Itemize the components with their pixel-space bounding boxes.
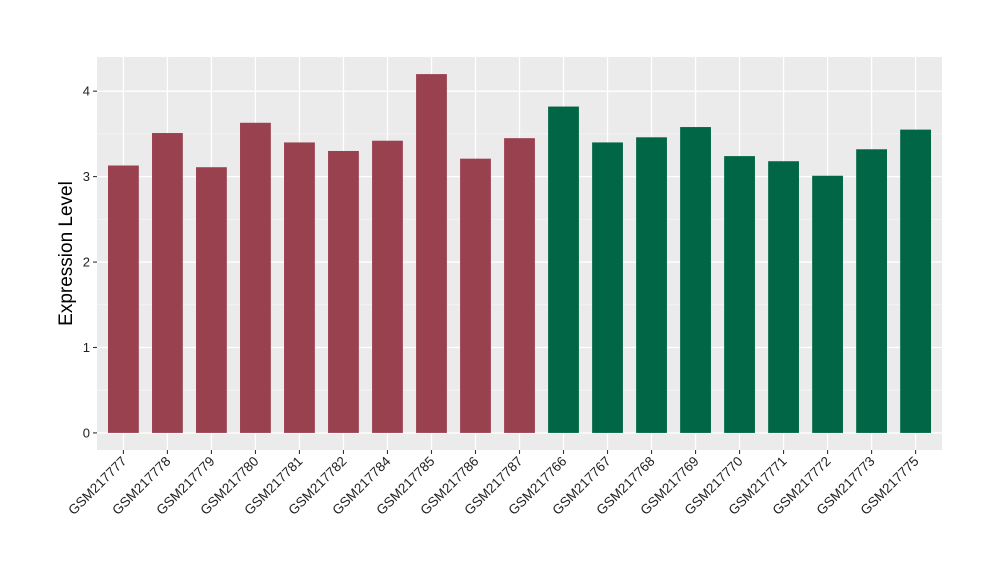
bar-GSM217767: [592, 142, 623, 433]
bar-GSM217768: [636, 137, 667, 433]
x-axis: GSM217777GSM217778GSM217779GSM217780GSM2…: [65, 450, 922, 518]
y-axis-title: Expression Level: [56, 181, 77, 326]
bar-GSM217779: [196, 167, 227, 433]
y-tick-label: 2: [83, 255, 90, 270]
bar-GSM217781: [284, 142, 315, 433]
bar-GSM217784: [372, 140, 403, 433]
bar-GSM217771: [768, 161, 799, 433]
bar-GSM217780: [240, 122, 271, 433]
bar-GSM217775: [900, 129, 931, 433]
bars: [108, 74, 931, 433]
bar-GSM217778: [152, 133, 183, 433]
bar-GSM217777: [108, 165, 139, 433]
y-tick-label: 4: [83, 84, 90, 99]
bar-GSM217782: [328, 150, 359, 433]
y-tick-label: 0: [83, 425, 90, 440]
bar-GSM217785: [416, 74, 447, 433]
bar-GSM217786: [460, 158, 491, 433]
bar-GSM217772: [812, 175, 843, 433]
y-axis: 0 1 2 3 4: [83, 84, 97, 440]
bar-GSM217770: [724, 156, 755, 433]
y-tick-label: 3: [83, 169, 90, 184]
bar-GSM217766: [548, 106, 579, 433]
bar-GSM217769: [680, 127, 711, 433]
y-tick-label: 1: [83, 340, 90, 355]
bar-GSM217773: [856, 149, 887, 433]
bar-GSM217787: [504, 138, 535, 433]
